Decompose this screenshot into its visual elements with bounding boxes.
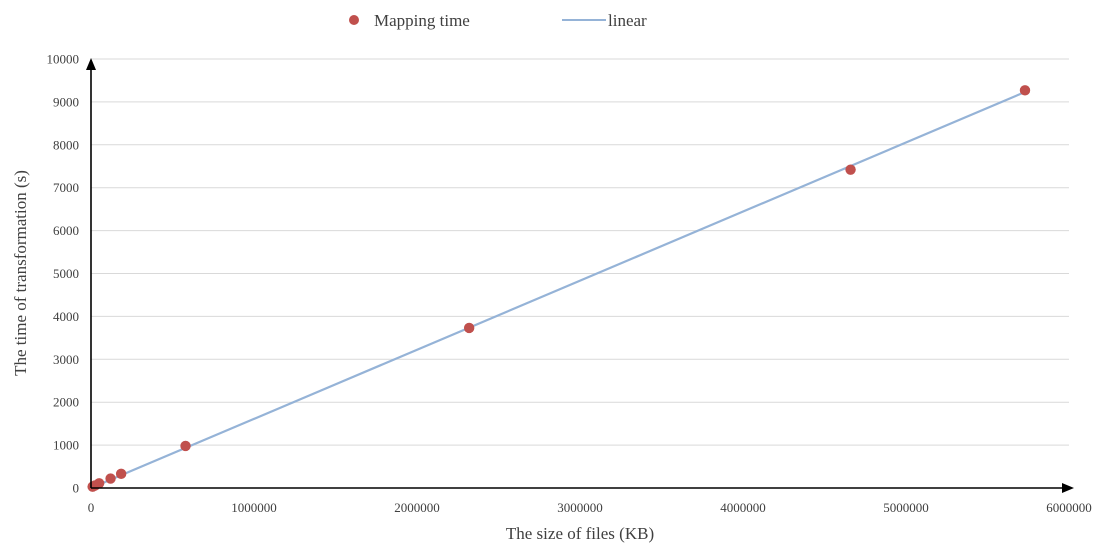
x-tick-label: 0	[88, 500, 95, 515]
x-axis-arrow-icon	[1062, 483, 1074, 493]
data-point	[105, 473, 116, 484]
legend-label-mapping-time: Mapping time	[374, 11, 470, 30]
y-axis-ticks: 0 1000 2000 3000 4000 5000 6000 7000 8000 9000 100…	[47, 52, 80, 496]
y-tick-label: 6000	[53, 223, 79, 238]
x-tick-label: 2000000	[394, 500, 440, 515]
axes	[86, 58, 1074, 493]
y-tick-label: 4000	[53, 309, 79, 324]
y-tick-label: 9000	[53, 94, 79, 109]
gridlines	[91, 58, 1069, 446]
y-axis-title: The time of transformation (s)	[11, 170, 30, 376]
series-linear	[90, 91, 1026, 490]
legend-label-linear: linear	[608, 11, 647, 30]
x-tick-label: 4000000	[720, 500, 766, 515]
data-point	[1019, 85, 1031, 96]
x-tick-label: 3000000	[557, 500, 603, 515]
y-axis-arrow-icon	[86, 58, 96, 70]
legend-marker-mapping-time	[349, 15, 359, 25]
y-tick-label: 2000	[53, 395, 79, 410]
x-tick-label: 6000000	[1046, 500, 1092, 515]
x-tick-label: 1000000	[231, 500, 277, 515]
x-axis-ticks: 0 1000000 2000000 3000000 4000000 5000000 6000…	[88, 500, 1092, 515]
data-point	[115, 468, 127, 480]
data-point	[845, 164, 856, 175]
data-point	[463, 322, 475, 334]
y-tick-label: 1000	[53, 438, 79, 453]
data-point	[180, 440, 191, 452]
y-tick-label: 7000	[53, 180, 79, 195]
x-tick-label: 5000000	[883, 500, 929, 515]
y-tick-label: 8000	[53, 137, 79, 152]
x-axis-title: The size of files (KB)	[506, 524, 654, 543]
y-tick-label: 3000	[53, 352, 79, 367]
y-tick-label: 5000	[53, 266, 79, 281]
linear-fit-line	[90, 91, 1026, 490]
y-tick-label: 10000	[47, 52, 80, 67]
legend: Mapping time linear	[349, 11, 647, 30]
data-point	[93, 478, 105, 489]
y-tick-label: 0	[73, 481, 80, 496]
